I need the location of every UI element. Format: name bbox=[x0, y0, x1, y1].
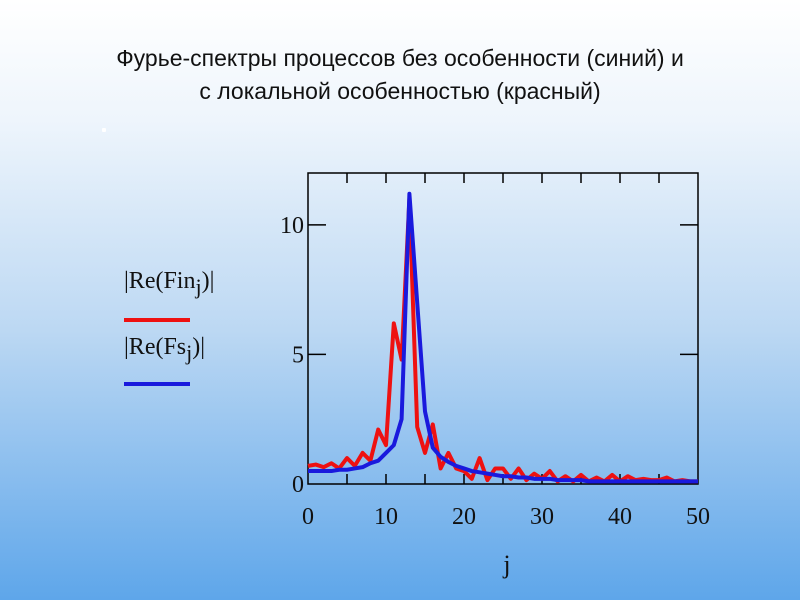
decorative-dot bbox=[102, 128, 106, 132]
series-line-red bbox=[307, 196, 698, 484]
x-tick-label: 40 bbox=[608, 504, 632, 530]
title-line-1: Фурье-спектры процессов без особенности … bbox=[116, 45, 684, 71]
y-tick-labels: 0 5 10 bbox=[280, 213, 304, 498]
y-tick-label: 10 bbox=[280, 213, 304, 239]
x-tick-labels: 0 10 20 30 40 50 bbox=[302, 504, 710, 530]
title-line-2: с локальной особенностью (красный) bbox=[199, 78, 601, 104]
legend-label-red: |Re(Finj)| bbox=[124, 268, 215, 299]
y-tick-label: 5 bbox=[292, 342, 304, 368]
x-tick-label: 10 bbox=[374, 504, 398, 530]
plot-frame bbox=[307, 172, 699, 485]
x-tick-label: 30 bbox=[530, 504, 554, 530]
y-tick-label: 0 bbox=[292, 472, 304, 498]
x-tick-label: 0 bbox=[302, 504, 314, 530]
axis-ticks bbox=[308, 173, 698, 484]
legend-swatch-red bbox=[124, 318, 190, 322]
series-group bbox=[307, 191, 698, 484]
x-tick-label: 20 bbox=[452, 504, 476, 530]
x-axis-label: j bbox=[502, 550, 510, 579]
series-line-blue bbox=[308, 191, 698, 484]
chart-title: Фурье-спектры процессов без особенности … bbox=[0, 42, 800, 108]
legend-entry-blue: |Re(Fsj)| bbox=[124, 334, 206, 386]
legend-label-blue: |Re(Fsj)| bbox=[124, 334, 206, 365]
legend-swatch-blue bbox=[124, 382, 190, 386]
legend-entry-red: |Re(Finj)| bbox=[124, 268, 215, 322]
x-tick-label: 50 bbox=[686, 504, 710, 530]
